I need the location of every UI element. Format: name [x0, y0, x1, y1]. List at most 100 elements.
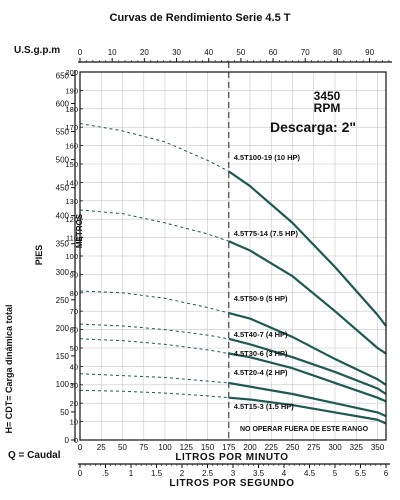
lps-axis-tick-label: 0: [78, 469, 83, 478]
pies-axis-tick-label: 200: [56, 324, 70, 333]
pies-axis-tick-label: 100: [56, 380, 70, 389]
metros-axis-tick-label: 50: [70, 344, 78, 353]
lpm-axis-label: LITROS POR MINUTO: [175, 452, 288, 463]
lpm-axis-tick-label: 25: [97, 443, 106, 452]
lpm-axis-tick-label: 350: [371, 443, 385, 452]
metros-axis-tick-label: 120: [65, 215, 78, 224]
lps-axis-tick-label: 2.5: [202, 469, 214, 478]
lpm-axis-tick-label: 100: [158, 443, 172, 452]
lps-axis-tick-label: .5: [102, 469, 109, 478]
curve-solid: [228, 396, 387, 425]
no-operate-note: NO OPERAR FUERA DE ESTE RANGO: [240, 426, 369, 433]
metros-axis-label: METROS: [75, 213, 84, 248]
pies-axis-tick-label: 350: [56, 240, 70, 249]
curve-solid: [228, 311, 387, 386]
top-axis-tick-label: 20: [140, 48, 149, 57]
metros-axis-tick-label: 70: [70, 307, 78, 316]
metros-axis-tick-label: 90: [70, 270, 78, 279]
pies-axis-tick-label: 250: [56, 296, 70, 305]
top-axis-tick-label: 70: [301, 48, 310, 57]
top-axis-label: U.S.g.p.m: [14, 45, 60, 56]
lpm-axis-tick-label: 250: [286, 443, 300, 452]
curve-label: 4.5T40-7 (4 HP): [234, 330, 288, 339]
head-side-label: H= CDT= Carga dinámica total: [4, 304, 14, 433]
curve-dashed: [79, 338, 229, 355]
metros-axis-tick-label: 170: [65, 123, 78, 132]
lpm-axis-tick-label: 225: [265, 443, 279, 452]
curve-solid: [228, 240, 387, 355]
curve-dashed: [79, 373, 229, 384]
lpm-axis-tick-label: 150: [201, 443, 215, 452]
top-axis-tick-label: 30: [172, 48, 181, 57]
pies-axis-tick-label: 650: [56, 71, 70, 80]
pies-axis-tick-label: 450: [56, 184, 70, 193]
pies-axis-tick-label: 300: [56, 268, 70, 277]
lpm-axis-tick-label: 325: [350, 443, 364, 452]
lps-axis-tick-label: 4.5: [304, 469, 316, 478]
pies-axis-tick-label: 400: [56, 212, 70, 221]
top-axis-tick-label: 50: [236, 48, 245, 57]
curve-solid: [228, 352, 387, 403]
lps-axis-tick-label: 1.5: [151, 469, 163, 478]
top-axis-tick-label: 60: [269, 48, 278, 57]
lps-axis-tick-label: 2: [180, 469, 185, 478]
pies-axis-label: PIES: [34, 245, 44, 266]
pies-axis-tick-label: 150: [56, 352, 70, 361]
metros-axis-tick-label: 10: [70, 418, 78, 427]
curve-solid: [228, 170, 387, 327]
curve-label: 4.5T15-3 (1.5 HP): [234, 402, 295, 411]
metros-axis-tick-label: 130: [65, 197, 78, 206]
metros-axis-tick-label: 140: [65, 178, 78, 187]
flow-side-label: Q = Caudal: [8, 450, 61, 461]
metros-axis-tick-label: 100: [65, 252, 78, 261]
pies-axis-tick-label: 0: [65, 436, 70, 445]
curve-label: 4.5T20-4 (2 HP): [234, 368, 288, 377]
metros-axis-tick-label: 180: [65, 105, 78, 114]
curve-dashed: [79, 323, 229, 340]
curve-label: 4.5T50-9 (5 HP): [234, 294, 288, 303]
lps-axis-tick-label: 3.5: [253, 469, 265, 478]
metros-axis-tick-label: 80: [70, 289, 78, 298]
speed-value: 3450: [314, 89, 341, 103]
lps-axis-tick-label: 3: [231, 469, 236, 478]
pies-axis-tick-label: 550: [56, 128, 70, 137]
lpm-axis-tick-label: 50: [118, 443, 127, 452]
curve-solid: [228, 381, 387, 418]
lps-axis-tick-label: 4: [282, 469, 287, 478]
metros-axis-tick-label: 20: [70, 399, 78, 408]
lps-axis-label: LITROS POR SEGUNDO: [169, 478, 294, 489]
metros-axis-tick-label: 150: [65, 160, 78, 169]
curve-label: 4.5T100-19 (10 HP): [234, 153, 301, 162]
curve-label: 4.5T30-6 (3 HP): [234, 349, 288, 358]
lps-axis-tick-label: 1: [129, 469, 134, 478]
discharge-label: Descarga: 2": [270, 119, 356, 135]
curve-label: 4.5T75-14 (7.5 HP): [234, 229, 299, 238]
lps-axis-tick-label: 5: [333, 469, 338, 478]
axes: 0 10 20 30 40 50 60 70 80 90050100150200250300350…: [56, 48, 392, 478]
lpm-axis-tick-label: 125: [180, 443, 194, 452]
lpm-axis-tick-label: 200: [243, 443, 257, 452]
pies-axis-tick-label: 500: [56, 156, 70, 165]
curve-dashed: [79, 389, 229, 399]
top-axis-tick-label: 90: [365, 48, 374, 57]
metros-axis-tick-label: 40: [70, 362, 78, 371]
metros-axis-tick-label: 110: [66, 234, 78, 243]
metros-axis-tick-label: 160: [65, 142, 78, 151]
top-axis-tick-label: 0: [78, 48, 83, 57]
curve-dashed: [79, 209, 229, 242]
curve-solid: [228, 337, 387, 395]
pies-axis-tick-label: 600: [56, 100, 70, 109]
top-axis-tick-label: 80: [333, 48, 342, 57]
curve-dashed: [79, 290, 229, 314]
lpm-axis-tick-label: 0: [78, 443, 83, 452]
lps-axis-tick-label: 6: [384, 469, 389, 478]
lpm-axis-tick-label: 75: [139, 443, 148, 452]
chart-title: Curvas de Rendimiento Serie 4.5 T: [110, 12, 291, 24]
top-axis-tick-label: 40: [204, 48, 213, 57]
metros-axis-tick-label: 0: [74, 436, 78, 445]
top-axis-tick-label: 10: [108, 48, 117, 57]
metros-axis-tick-label: 200: [65, 68, 78, 77]
pies-axis-tick-label: 50: [60, 408, 69, 417]
speed-unit: RPM: [314, 101, 341, 115]
